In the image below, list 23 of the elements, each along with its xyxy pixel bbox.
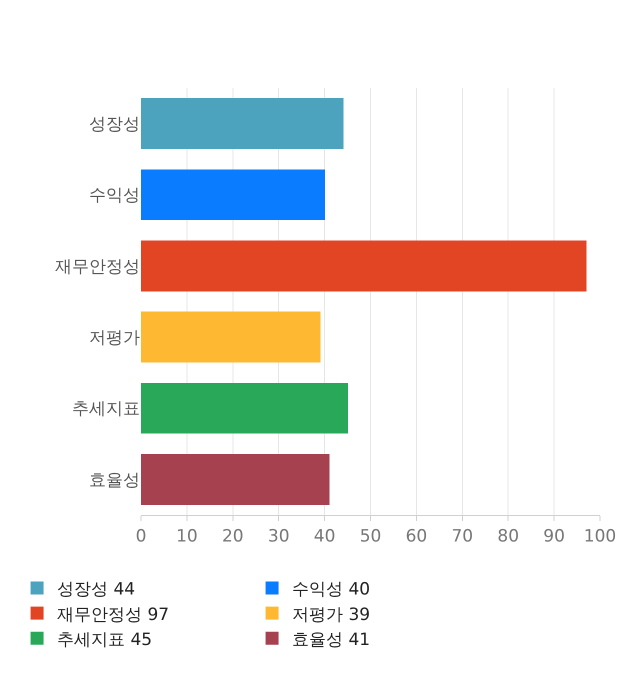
x-tick-label: 50 [360,526,382,546]
y-tick-label: 재무안정성 [55,256,140,277]
x-tick-label: 30 [268,526,290,546]
y-tick-label: 저평가 [89,328,140,348]
x-tick-label: 20 [222,526,244,546]
x-tick-label: 40 [314,526,336,546]
x-tick-label: 80 [497,526,520,546]
x-tick-label: 90 [543,526,565,546]
x-tick-label: 70 [451,526,474,546]
legend-label: 저평가 39 [292,604,370,625]
legend-label: 성장성 44 [57,580,136,600]
x-tick-label: 60 [406,526,428,546]
legend-label: 수익성 40 [292,580,370,600]
y-tick-label: 수익성 [89,186,140,206]
x-tick-label: 10 [176,526,198,546]
x-tick-label: 100 [584,526,616,546]
legend-label: 재무안정성 97 [57,604,170,625]
y-tick-label: 추세지표 [72,399,140,420]
legend-label: 효율성 41 [292,630,370,650]
x-tick-label: 0 [136,526,146,546]
y-tick-label: 효율성 [89,470,140,490]
legend-label: 추세지표 45 [57,630,152,650]
y-tick-label: 성장성 [89,114,140,135]
